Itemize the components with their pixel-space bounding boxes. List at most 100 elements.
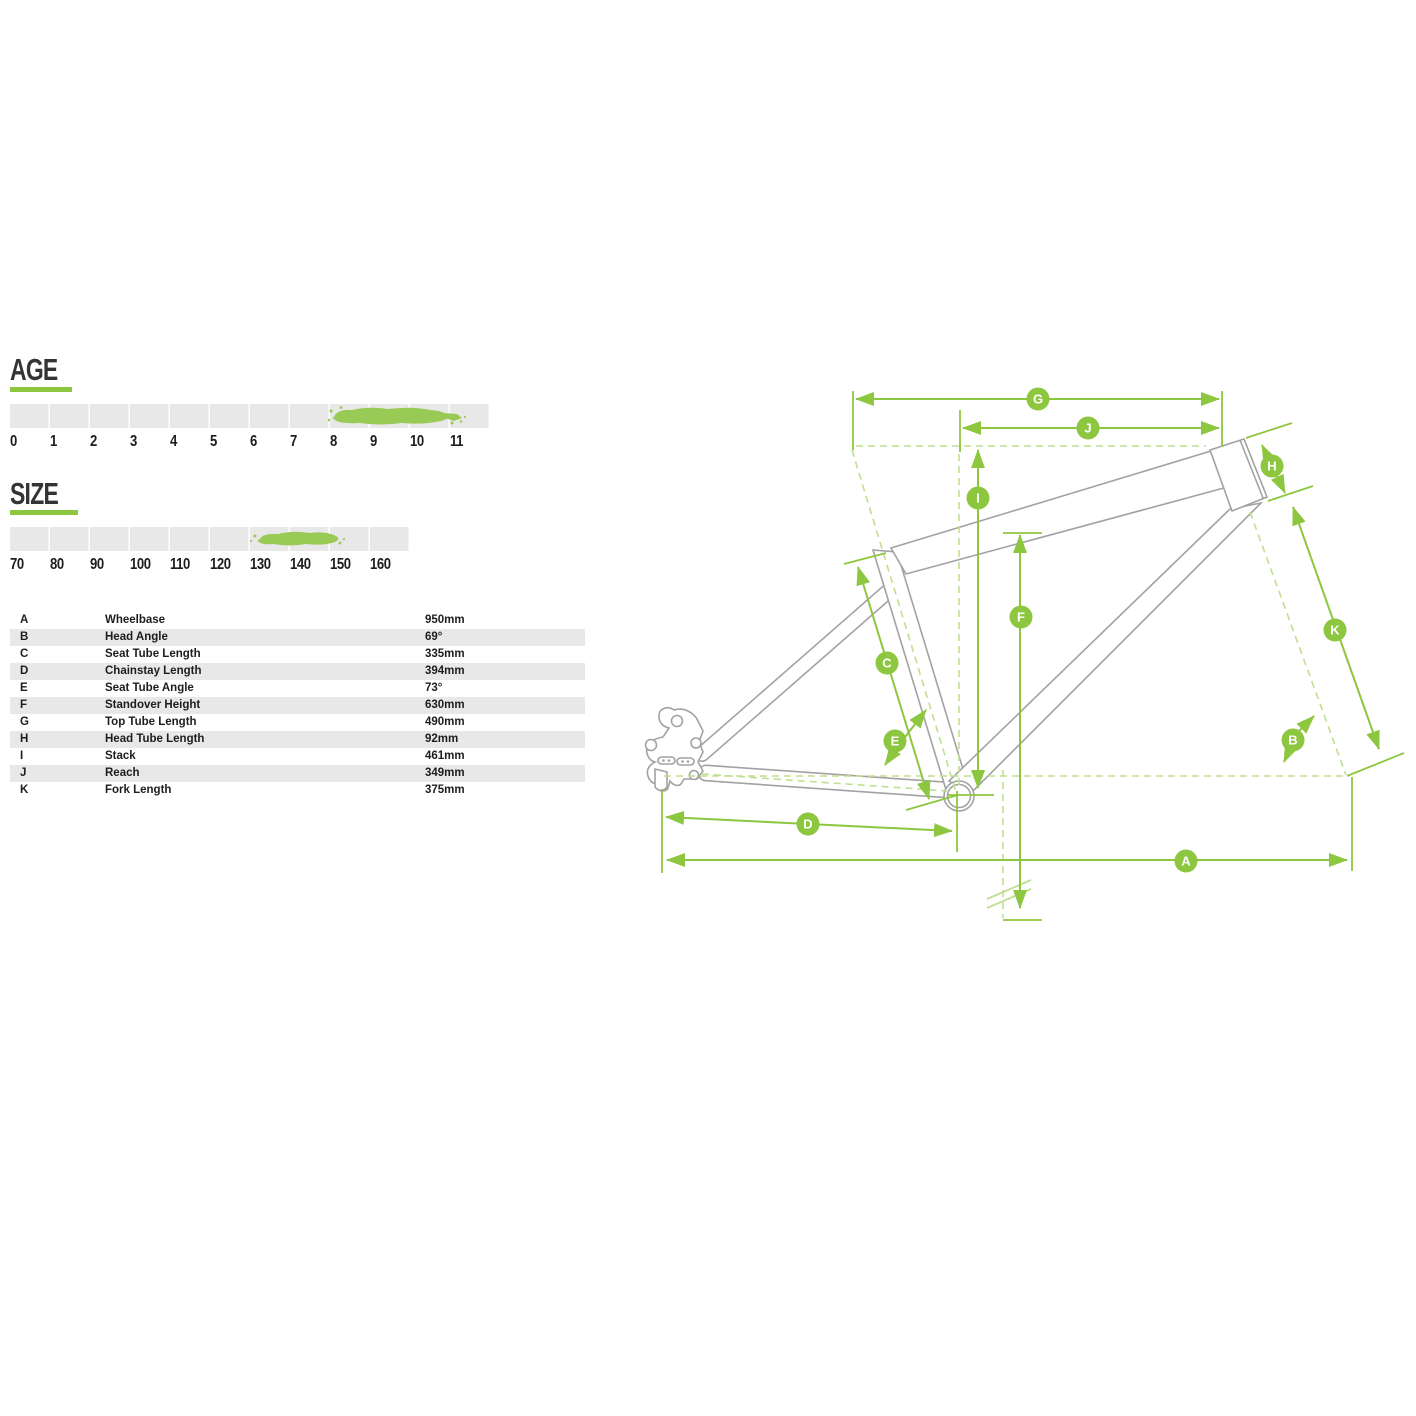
size-tick: 130 (250, 556, 271, 573)
dim-C-seat-tube-length (843, 552, 959, 811)
age-tick: 8 (330, 433, 337, 450)
dim-A-wheelbase (666, 777, 1353, 871)
table-row: G Top Tube Length 490mm (10, 714, 585, 731)
size-tick: 80 (50, 556, 64, 573)
size-tick: 140 (290, 556, 311, 573)
svg-text:B: B (1288, 733, 1297, 748)
dimension-key: C (20, 648, 29, 660)
dim-label-G: G (1026, 387, 1050, 411)
dimension-value: 375mm (425, 784, 465, 796)
age-tick: 2 (90, 433, 97, 450)
geometry-table: A Wheelbase 950mm B Head Angle 69° C Seat Tub… (10, 612, 585, 799)
age-title-underline (10, 387, 72, 392)
age-scale-bar (10, 404, 490, 428)
age-tick: 11 (450, 433, 464, 450)
age-tick: 5 (210, 433, 217, 450)
age-tick: 1 (50, 433, 57, 450)
table-row: I Stack 461mm (10, 748, 585, 765)
dimension-name: Top Tube Length (105, 716, 197, 728)
dimension-name: Head Angle (105, 631, 168, 643)
svg-text:D: D (803, 817, 812, 832)
table-row: B Head Angle 69° (10, 629, 585, 646)
dimension-name: Seat Tube Angle (105, 682, 194, 694)
dim-label-J: J (1076, 416, 1100, 440)
svg-text:H: H (1267, 459, 1276, 474)
age-tick: 9 (370, 433, 377, 450)
dim-F-standover-height (1003, 532, 1042, 921)
dimension-value: 92mm (425, 733, 459, 745)
table-row: C Seat Tube Length 335mm (10, 646, 585, 663)
dim-label-A: A (1174, 849, 1198, 873)
dimension-value: 490mm (425, 716, 465, 728)
dim-K-fork-length (1292, 506, 1405, 777)
size-tick: 90 (90, 556, 104, 573)
size-tick: 120 (210, 556, 231, 573)
bottom-bracket (943, 780, 975, 812)
dim-label-K: K (1323, 618, 1347, 642)
dimension-value: 461mm (425, 750, 465, 762)
dimension-key: I (20, 750, 24, 762)
dimension-name: Fork Length (105, 784, 172, 796)
dimension-value: 950mm (425, 614, 465, 626)
size-scale-bar (10, 527, 410, 551)
dimension-key: E (20, 682, 28, 694)
age-tick: 10 (410, 433, 424, 450)
table-row: H Head Tube Length 92mm (10, 731, 585, 748)
dim-label-E: E (883, 729, 907, 753)
svg-text:C: C (882, 656, 892, 671)
dim-label-F: F (1009, 605, 1033, 629)
table-row: F Standover Height 630mm (10, 697, 585, 714)
dimension-name: Standover Height (105, 699, 201, 711)
table-row: D Chainstay Length 394mm (10, 663, 585, 680)
table-row: J Reach 349mm (10, 765, 585, 782)
dimension-key: H (20, 733, 29, 745)
dimension-name: Chainstay Length (105, 665, 202, 677)
size-highlight-splash (249, 531, 346, 546)
svg-text:E: E (891, 734, 900, 749)
dimension-value: 335mm (425, 648, 465, 660)
dim-label-C: C (875, 651, 899, 675)
dimension-key: J (20, 767, 27, 779)
age-tick: 4 (170, 433, 177, 450)
dimension-key: B (20, 631, 29, 643)
table-row: K Fork Length 375mm (10, 782, 585, 799)
dimension-key: F (20, 699, 28, 711)
dimension-value: 69° (425, 631, 443, 643)
table-row: E Seat Tube Angle 73° (10, 680, 585, 697)
age-highlight-splash (327, 406, 467, 425)
dimension-value: 630mm (425, 699, 465, 711)
dimension-name: Head Tube Length (105, 733, 205, 745)
size-tick: 150 (330, 556, 351, 573)
bike-frame-outline (644, 438, 1269, 812)
size-title-underline (10, 510, 78, 515)
dimension-value: 349mm (425, 767, 465, 779)
dimension-lines (661, 391, 1405, 921)
dim-label-B: B (1281, 728, 1305, 752)
dim-label-D: D (796, 812, 820, 836)
size-tick-labels: 70 80 90 100 110 120 130 140 150 160 (10, 556, 410, 574)
dimension-key: A (20, 614, 29, 626)
dim-B-head-angle (1283, 715, 1315, 763)
size-tick: 70 (10, 556, 24, 573)
dim-label-I: I (966, 486, 990, 510)
size-tick: 110 (170, 556, 190, 573)
table-row: A Wheelbase 950mm (10, 612, 585, 629)
dim-label-H: H (1260, 454, 1284, 478)
dimension-name: Reach (105, 767, 140, 779)
dimension-name: Wheelbase (105, 614, 166, 626)
dimension-key: K (20, 784, 29, 796)
dimension-name: Seat Tube Length (105, 648, 201, 660)
size-tick: 160 (370, 556, 391, 573)
age-tick-labels: 0 1 2 3 4 5 6 7 8 9 10 11 (10, 433, 490, 451)
age-tick: 6 (250, 433, 257, 450)
rear-dropout (644, 707, 704, 792)
age-tick: 7 (290, 433, 297, 450)
age-title: AGE (10, 352, 58, 387)
svg-text:G: G (1033, 392, 1043, 407)
bike-frame-geometry-diagram: G J I H F C E B K D A (644, 387, 1405, 921)
dimension-labels: G J I H F C E B K D A (796, 387, 1347, 873)
dimension-key: G (20, 716, 29, 728)
size-tick: 100 (130, 556, 151, 573)
age-tick: 0 (10, 433, 17, 450)
